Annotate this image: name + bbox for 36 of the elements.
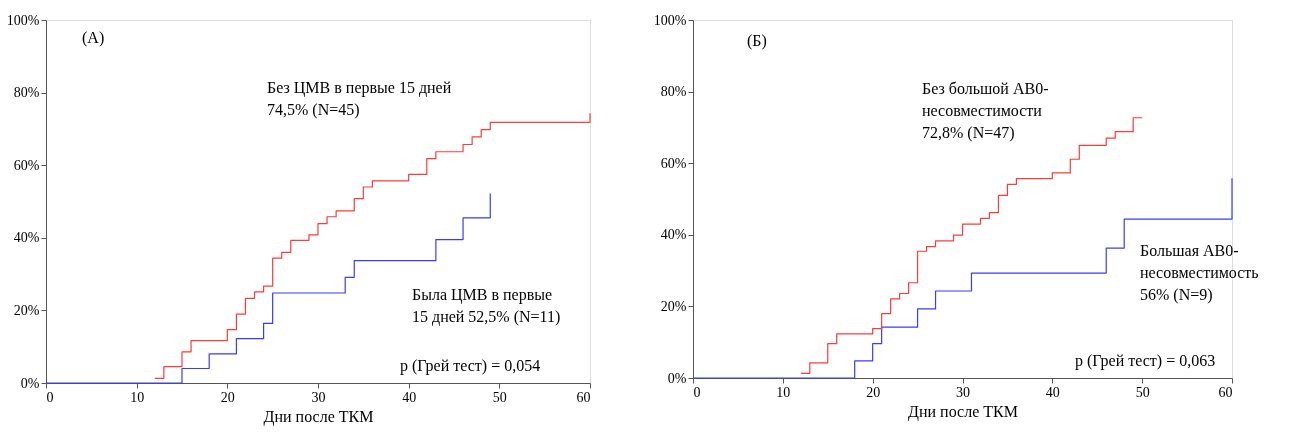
annotation: p (Грей тест) = 0,054: [400, 357, 541, 375]
x-tick-label: 0: [693, 384, 701, 400]
x-tick-label: 50: [1135, 384, 1150, 400]
x-axis-title: Дни после ТКМ: [263, 407, 374, 426]
x-tick-label: 50: [492, 389, 507, 405]
y-tick-label: 80%: [13, 85, 40, 101]
annotation: Большая АВ0- несовместимость 56% (N=9): [1140, 242, 1259, 304]
text: (A): [82, 29, 105, 47]
x-tick-label: 0: [46, 389, 54, 405]
y-tick-label: 0%: [20, 375, 40, 391]
x-axis-title: Дни после ТКМ: [908, 402, 1018, 421]
annotation: Без ЦМВ в первые 15 дней 74,5% (N=45): [267, 79, 452, 119]
x-tick-label: 60: [576, 389, 591, 405]
y-tick-label: 100%: [6, 12, 40, 28]
y-tick-label: 100%: [653, 12, 687, 28]
x-tick-label: 10: [776, 384, 791, 400]
y-tick-label: 20%: [660, 298, 687, 314]
x-tick-label: 40: [1045, 384, 1060, 400]
x-tick-label: 40: [402, 389, 417, 405]
x-tick-label: 30: [956, 384, 970, 400]
y-tick-label: 0%: [667, 370, 687, 386]
x-tick-label: 20: [220, 389, 235, 405]
annotation: p (Грей тест) = 0,063: [1075, 352, 1216, 370]
x-tick-label: 10: [130, 389, 145, 405]
y-tick-label: 20%: [13, 302, 40, 318]
y-tick-label: 60%: [13, 157, 40, 173]
y-tick-label: 40%: [660, 227, 687, 243]
x-tick-label: 30: [311, 389, 326, 405]
annotation: Без большой АВ0- несовместимости 72,8% (N=47): [922, 80, 1049, 142]
x-tick-label: 60: [1218, 384, 1233, 400]
text: (Б): [747, 32, 767, 50]
y-tick-label: 60%: [660, 155, 687, 171]
y-tick-label: 40%: [13, 230, 40, 246]
x-tick-label: 20: [866, 384, 881, 400]
y-tick-label: 80%: [660, 84, 687, 100]
annotation: Была ЦМВ в первые 15 дней 52,5% (N=11): [412, 286, 561, 326]
